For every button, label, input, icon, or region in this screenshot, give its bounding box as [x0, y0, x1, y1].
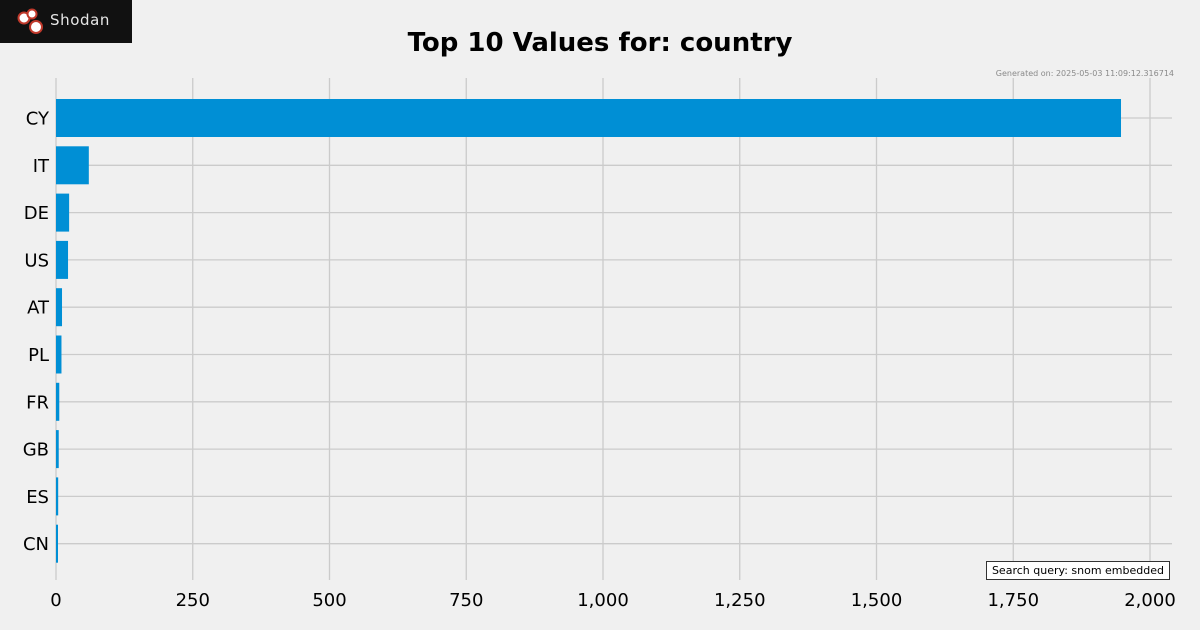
- x-tick-label: 250: [176, 590, 210, 611]
- x-tick-label: 2,000: [1124, 590, 1176, 611]
- y-tick-label: CN: [23, 534, 49, 555]
- shodan-logo-icon: [17, 8, 43, 34]
- x-tick-label: 1,000: [577, 590, 629, 611]
- x-tick-label: 500: [312, 590, 346, 611]
- x-tick-label: 1,250: [714, 590, 766, 611]
- label-layer: 0 250 500 750 1,000 1,250 1,500 1,750 2,000 CY IT D…: [23, 109, 1176, 612]
- y-tick-label: DE: [24, 203, 49, 224]
- y-tick-label: CY: [26, 109, 50, 130]
- bar-cn: [56, 524, 58, 563]
- x-tick-label: 750: [449, 590, 483, 611]
- x-tick-label: 1,500: [851, 590, 903, 611]
- bar-at: [56, 288, 63, 327]
- search-query-box: Search query: snom embedded: [985, 561, 1170, 580]
- bar-us: [56, 240, 69, 279]
- logo-text: Shodan: [50, 11, 111, 29]
- y-tick-label: US: [24, 250, 49, 271]
- bar-pl: [56, 335, 62, 374]
- chart-title: Top 10 Values for: country: [407, 28, 793, 58]
- y-tick-label: AT: [27, 298, 50, 319]
- bar-fr: [56, 382, 60, 421]
- y-tick-label: IT: [33, 156, 50, 177]
- generated-timestamp: Generated on: 2025-05-03 11:09:12.316714: [995, 69, 1174, 78]
- y-tick-label: ES: [26, 487, 49, 508]
- bar-gb: [56, 430, 59, 469]
- x-tick-label: 0: [50, 590, 61, 611]
- x-tick-label: 1,750: [987, 590, 1039, 611]
- bar-es: [56, 477, 59, 516]
- bar-it: [56, 146, 89, 185]
- grid-layer: [55, 78, 1172, 580]
- y-tick-label: GB: [23, 440, 49, 461]
- shodan-logo: Shodan: [0, 0, 132, 43]
- bar-layer: [56, 99, 1122, 563]
- y-tick-label: PL: [28, 345, 49, 366]
- bar-cy: [56, 99, 1122, 137]
- bar-de: [56, 193, 70, 232]
- y-tick-label: FR: [26, 392, 49, 413]
